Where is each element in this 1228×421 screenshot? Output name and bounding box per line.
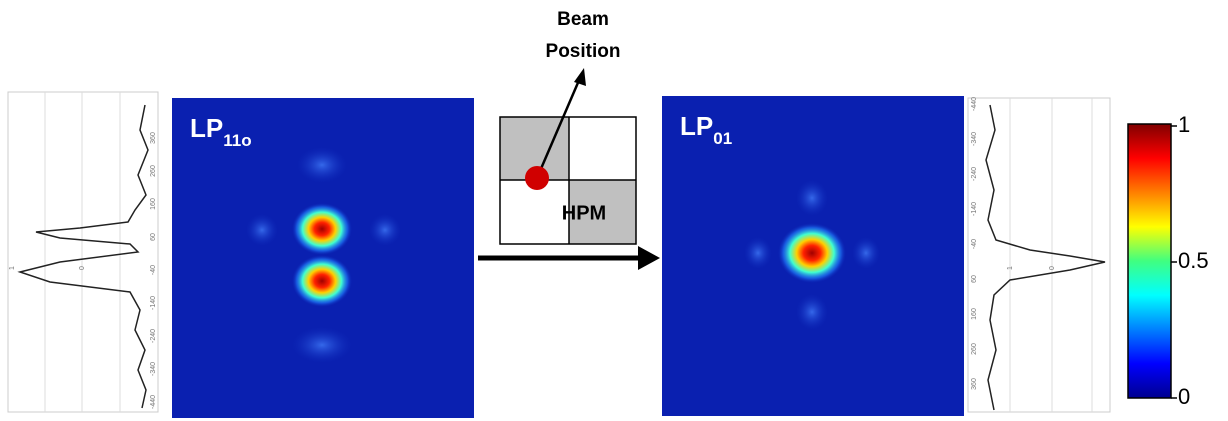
colorbar-tick-label: 0.5 [1178,248,1209,273]
colorbar-tick-label: 0 [1178,384,1190,409]
beam-label: Position [546,41,621,62]
mode-subscript: 11o [223,131,251,150]
profile-tick-label: -440 [971,97,978,111]
right-mode-image: LP01 [662,96,964,416]
profile-tick-label: -140 [971,202,978,216]
profile-axis-label: 1 [1007,266,1014,270]
profile-tick-label: -40 [971,239,978,249]
detector-label: HPM [562,202,606,224]
arrow [478,246,660,270]
profile-tick-label: -240 [150,329,157,343]
mode-subscript: 01 [713,129,732,148]
profile-tick-label: -440 [150,395,157,409]
mode-name: LP [680,111,713,141]
profile-tick-label: -340 [971,132,978,146]
right-profile [968,98,1110,412]
profile-tick-label: -140 [150,296,157,310]
colorbar-tick-label: 1 [1178,112,1190,137]
profile-tick-label: -40 [150,265,157,275]
profile-axis-label: 0 [79,266,86,270]
profile-tick-label: 160 [971,308,978,320]
profile-tick-label: -240 [971,167,978,181]
mode-name: LP [190,113,223,143]
left-mode-image: LP11o [172,98,474,418]
hpm-quadrant: HPM [500,68,636,244]
profile-tick-label: 360 [150,132,157,144]
profile-tick-label: 260 [150,165,157,177]
profile-axis-label: 0 [1049,266,1056,270]
profile-tick-label: 360 [971,378,978,390]
figure: LP11o HPM Beam Position LP01 [0,0,1228,421]
left-profile [8,92,158,412]
profile-tick-label: 160 [150,198,157,210]
profile-tick-label: 60 [971,275,978,283]
profile-axis-label: 1 [9,266,16,270]
profile-tick-label: 260 [971,343,978,355]
page: LP11o HPM Beam Position LP01 [0,0,1228,421]
profile-tick-label: -340 [150,362,157,376]
profile-tick-label: 60 [150,233,157,241]
colorbar [1128,124,1171,398]
beam-label: Beam [557,9,609,30]
